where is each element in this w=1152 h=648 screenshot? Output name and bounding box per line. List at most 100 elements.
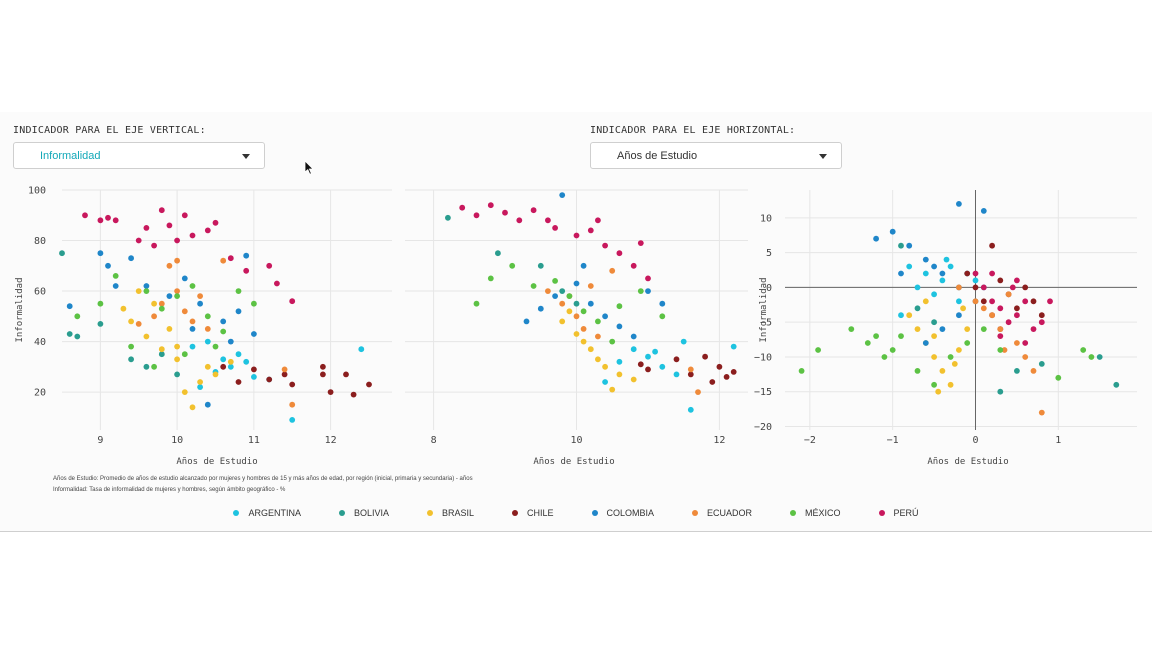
- data-point[interactable]: [220, 363, 227, 370]
- data-point[interactable]: [128, 356, 135, 363]
- data-point[interactable]: [281, 371, 288, 378]
- data-point[interactable]: [939, 277, 946, 284]
- legend-item-3[interactable]: CHILE: [511, 508, 554, 518]
- data-point[interactable]: [59, 250, 65, 257]
- data-point[interactable]: [552, 225, 558, 231]
- data-point[interactable]: [1014, 277, 1020, 284]
- data-point[interactable]: [174, 371, 181, 378]
- data-point[interactable]: [1038, 312, 1045, 319]
- data-point[interactable]: [645, 275, 651, 282]
- data-point[interactable]: [320, 371, 326, 378]
- data-point[interactable]: [537, 305, 544, 312]
- data-point[interactable]: [251, 300, 257, 307]
- data-point[interactable]: [609, 338, 616, 345]
- data-point[interactable]: [898, 312, 904, 319]
- data-point[interactable]: [97, 321, 104, 327]
- data-point[interactable]: [848, 326, 855, 332]
- legend-item-5[interactable]: ECUADOR: [692, 508, 752, 518]
- data-point[interactable]: [960, 305, 966, 312]
- data-point[interactable]: [997, 347, 1004, 353]
- data-point[interactable]: [964, 340, 971, 346]
- data-point[interactable]: [956, 347, 962, 353]
- data-point[interactable]: [545, 288, 551, 294]
- data-point[interactable]: [609, 386, 616, 393]
- data-point[interactable]: [864, 340, 871, 346]
- data-point[interactable]: [637, 361, 644, 368]
- data-point[interactable]: [74, 333, 81, 340]
- data-point[interactable]: [997, 388, 1004, 395]
- data-point[interactable]: [815, 347, 821, 353]
- data-point[interactable]: [573, 232, 580, 239]
- data-point[interactable]: [166, 326, 173, 332]
- data-point[interactable]: [212, 219, 219, 226]
- data-point[interactable]: [516, 217, 523, 224]
- data-point[interactable]: [1001, 347, 1008, 353]
- data-point[interactable]: [587, 283, 594, 289]
- data-point[interactable]: [166, 262, 173, 269]
- data-point[interactable]: [956, 201, 962, 207]
- data-point[interactable]: [128, 318, 135, 325]
- data-point[interactable]: [939, 326, 946, 332]
- data-point[interactable]: [980, 305, 987, 312]
- data-point[interactable]: [695, 389, 701, 395]
- data-point[interactable]: [343, 371, 349, 378]
- data-point[interactable]: [898, 242, 904, 249]
- data-point[interactable]: [143, 288, 150, 294]
- data-point[interactable]: [143, 225, 150, 231]
- data-point[interactable]: [189, 318, 196, 325]
- data-point[interactable]: [580, 338, 587, 345]
- data-point[interactable]: [573, 280, 580, 287]
- data-point[interactable]: [1005, 319, 1012, 326]
- data-point[interactable]: [1005, 291, 1012, 298]
- data-point[interactable]: [143, 363, 150, 370]
- data-point[interactable]: [964, 270, 971, 277]
- legend-item-1[interactable]: BOLIVIA: [338, 508, 389, 518]
- data-point[interactable]: [243, 267, 250, 274]
- data-point[interactable]: [181, 308, 188, 315]
- data-point[interactable]: [914, 368, 921, 374]
- data-point[interactable]: [997, 277, 1004, 284]
- data-point[interactable]: [495, 250, 501, 257]
- data-point[interactable]: [595, 318, 601, 325]
- data-point[interactable]: [158, 351, 165, 358]
- data-point[interactable]: [181, 275, 188, 282]
- legend-item-6[interactable]: MÉXICO: [790, 508, 841, 518]
- data-point[interactable]: [545, 217, 551, 224]
- data-point[interactable]: [105, 214, 111, 221]
- data-point[interactable]: [158, 300, 165, 307]
- data-point[interactable]: [112, 273, 119, 279]
- data-point[interactable]: [595, 333, 601, 340]
- data-point[interactable]: [673, 356, 680, 363]
- data-point[interactable]: [889, 347, 896, 353]
- data-point[interactable]: [350, 391, 357, 398]
- data-point[interactable]: [906, 242, 913, 249]
- data-point[interactable]: [997, 305, 1004, 312]
- data-point[interactable]: [898, 333, 904, 339]
- data-point[interactable]: [227, 363, 234, 370]
- data-point[interactable]: [723, 374, 730, 380]
- data-point[interactable]: [573, 313, 580, 320]
- data-point[interactable]: [798, 368, 805, 374]
- data-point[interactable]: [1088, 354, 1095, 360]
- data-point[interactable]: [616, 303, 623, 310]
- data-point[interactable]: [947, 263, 954, 270]
- data-point[interactable]: [645, 288, 651, 294]
- data-point[interactable]: [128, 255, 135, 262]
- data-point[interactable]: [580, 326, 587, 332]
- data-point[interactable]: [266, 376, 273, 383]
- data-point[interactable]: [637, 288, 644, 294]
- data-point[interactable]: [964, 326, 971, 332]
- data-point[interactable]: [873, 333, 879, 339]
- data-point[interactable]: [509, 262, 516, 269]
- data-point[interactable]: [602, 363, 608, 370]
- data-point[interactable]: [235, 351, 242, 358]
- data-point[interactable]: [97, 217, 104, 224]
- data-point[interactable]: [931, 291, 937, 298]
- data-point[interactable]: [112, 283, 119, 289]
- data-point[interactable]: [181, 212, 188, 219]
- data-point[interactable]: [980, 208, 987, 214]
- data-point[interactable]: [972, 270, 979, 277]
- data-point[interactable]: [922, 340, 929, 346]
- data-point[interactable]: [327, 389, 334, 395]
- data-point[interactable]: [473, 300, 480, 307]
